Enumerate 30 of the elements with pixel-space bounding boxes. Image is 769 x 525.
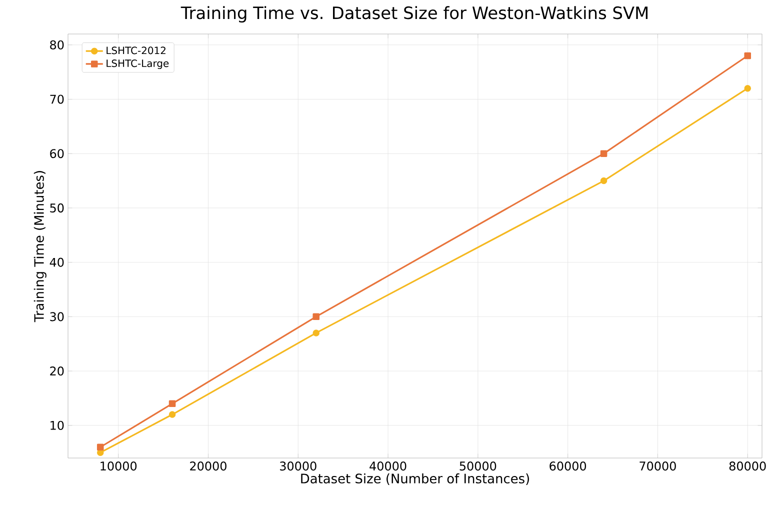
y-tick-label: 30: [50, 312, 64, 322]
point: [600, 177, 608, 184]
x-tick-label: 50000: [460, 462, 496, 471]
point: [744, 52, 752, 60]
x-tick-label: 30000: [280, 462, 316, 471]
point: [96, 444, 104, 451]
point: [600, 150, 608, 157]
y-tick-label: 80: [50, 40, 64, 50]
x-tick-label: 20000: [190, 462, 226, 471]
y-axis-title: Training Time (Minutes): [34, 171, 46, 322]
chart-title: Training Time vs. Dataset Size for Weston-Watkins SVM: [180, 6, 648, 22]
x-tick-label: 60000: [550, 462, 586, 471]
x-tick-label: 80000: [729, 462, 766, 471]
x-tick-label: 70000: [640, 462, 676, 471]
point: [744, 84, 752, 92]
x-tick-label: 10000: [100, 462, 137, 471]
x-axis-title: Dataset Size (Number of Instances): [301, 473, 529, 485]
y-tick-label: 40: [50, 258, 64, 267]
legend-label: LSHTC-Large: [106, 60, 169, 70]
point: [168, 400, 176, 408]
point: [312, 313, 320, 320]
y-tick-label: 60: [50, 149, 64, 158]
y-tick-label: 70: [50, 94, 64, 104]
legend-label: LSHTC-2012: [106, 46, 166, 54]
point: [168, 411, 176, 418]
y-tick-label: 20: [50, 366, 64, 376]
y-tick-label: 50: [50, 203, 64, 212]
point: [312, 330, 320, 336]
y-tick-label: 10: [50, 420, 64, 430]
x-tick-label: 40000: [370, 462, 406, 471]
